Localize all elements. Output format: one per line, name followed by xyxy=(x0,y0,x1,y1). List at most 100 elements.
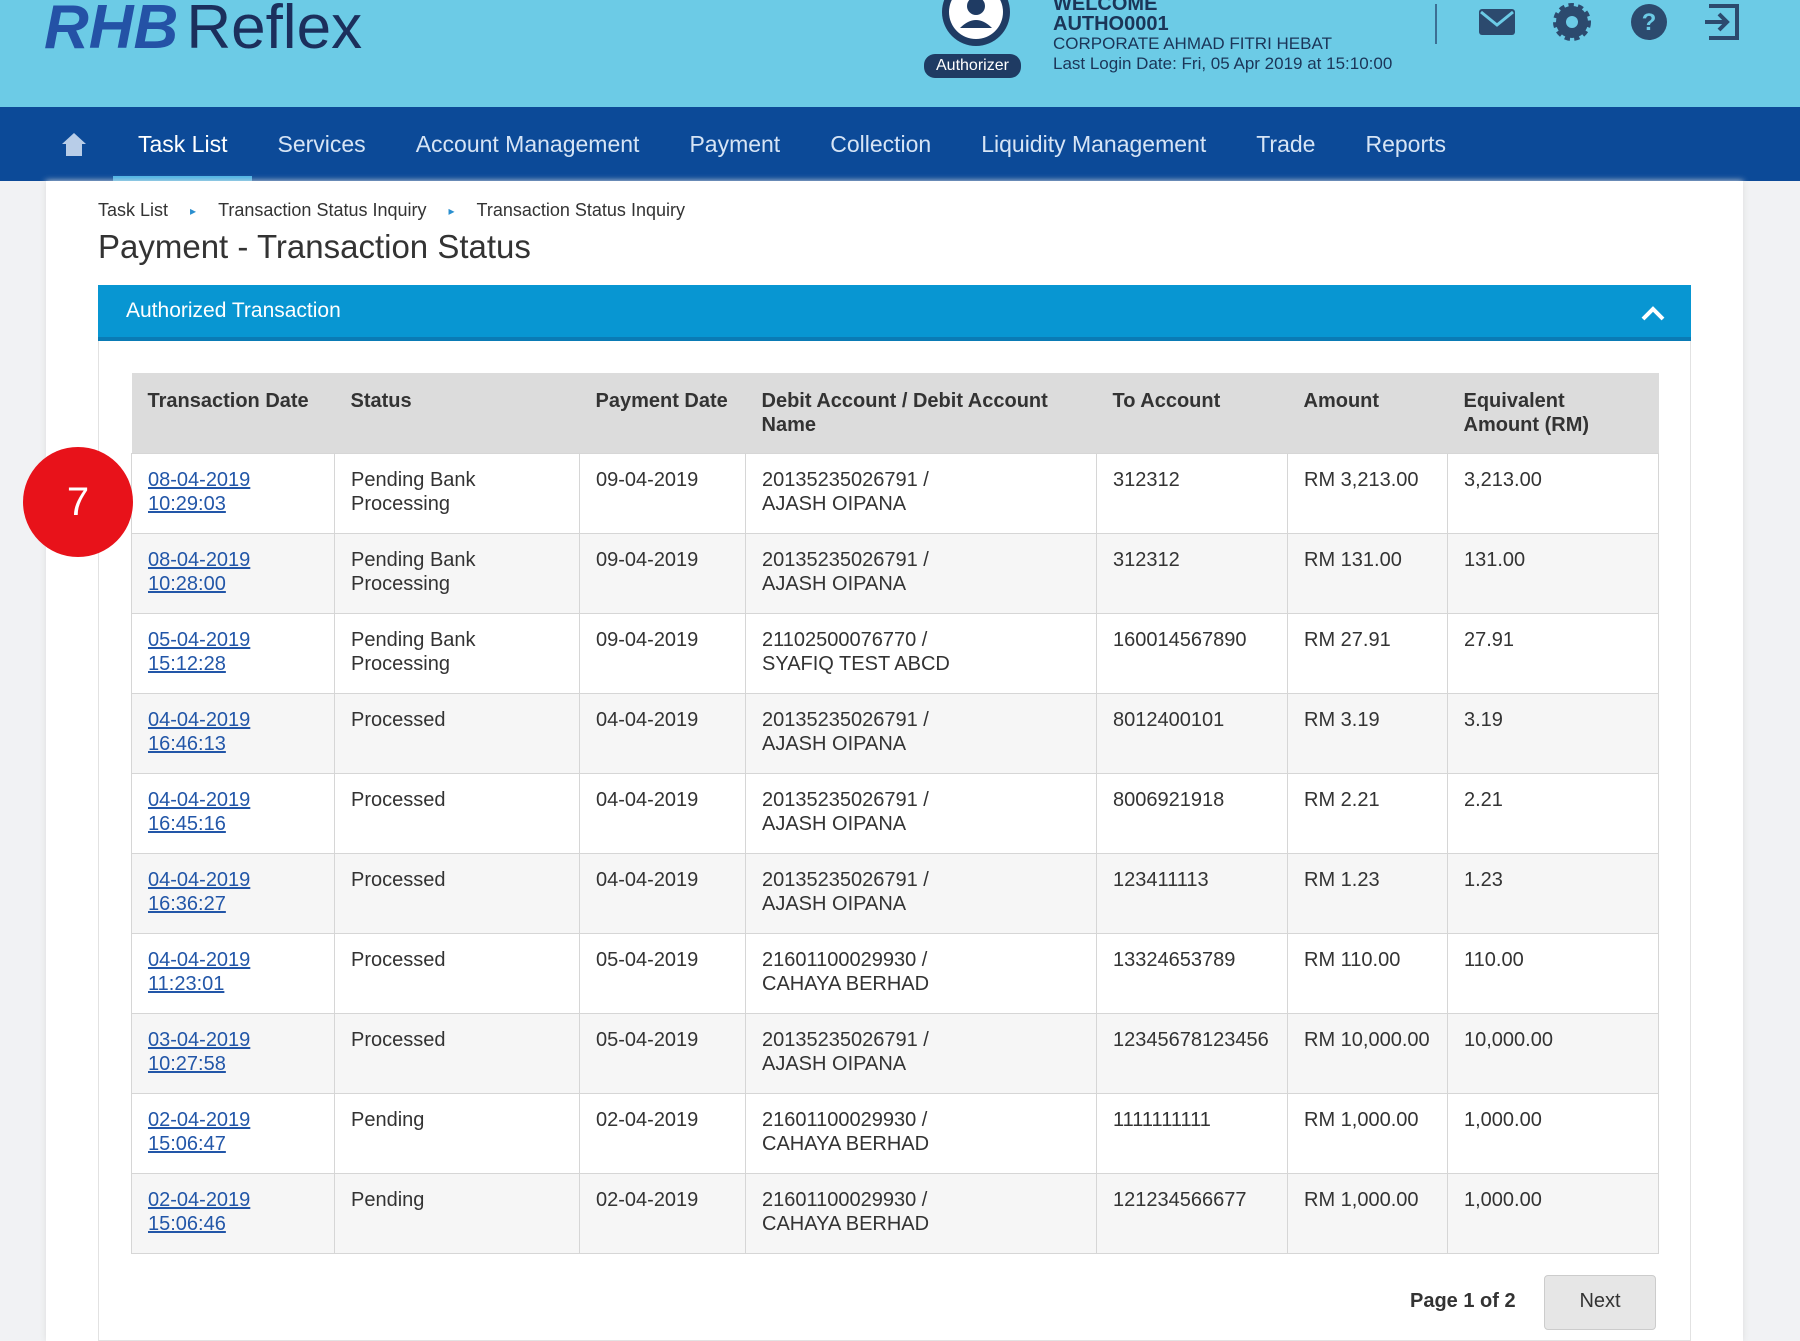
cell-line: AJASH OIPANA xyxy=(762,573,907,595)
header: RHB Reflex Authorizer WELCOME AUTHO0001 C… xyxy=(0,0,1800,107)
cell-line: 04-04-2019 xyxy=(148,869,251,891)
column-header: Equivalent Amount (RM) xyxy=(1447,373,1659,454)
table-cell: 08-04-2019 10:29:03 xyxy=(131,453,335,534)
cell-text: 12345678123456 xyxy=(1113,1029,1269,1051)
table-cell: 20135235026791 /AJASH OIPANA xyxy=(745,453,1097,534)
cell-text: 09-04-2019 xyxy=(596,469,699,491)
table-cell: Pending Bank Processing xyxy=(334,453,580,534)
table-cell: 05-04-2019 xyxy=(579,933,746,1014)
table-cell: Pending Bank Processing xyxy=(334,533,580,614)
table-cell: RM 10,000.00 xyxy=(1287,1013,1448,1094)
table-cell: 02-04-2019 15:06:46 xyxy=(131,1173,335,1254)
help-icon[interactable]: ? xyxy=(1631,4,1667,40)
table-row: 08-04-2019 10:28:00 Pending Bank Processing… xyxy=(131,533,1659,614)
cell-text: 04-04-2019 xyxy=(596,789,699,811)
nav-item[interactable]: Payment xyxy=(689,131,781,157)
transaction-link[interactable]: 04-04-2019 16:45:16 xyxy=(148,789,250,835)
transaction-link[interactable]: 08-04-2019 10:29:03 xyxy=(148,469,250,515)
cell-text: 27.91 xyxy=(1464,629,1515,651)
cell-text: Pending xyxy=(351,1189,425,1211)
panel-title: Authorized Transaction xyxy=(126,299,341,322)
nav-item[interactable]: Trade xyxy=(1256,131,1316,157)
nav-item[interactable]: Liquidity Management xyxy=(981,131,1207,157)
table-cell: 121234566677 xyxy=(1096,1173,1288,1254)
cell-text: 3.19 xyxy=(1464,709,1503,731)
table-cell: 123411113 xyxy=(1096,853,1288,934)
cell-text: RM 1,000.00 xyxy=(1304,1189,1419,1211)
table-cell: Pending xyxy=(334,1093,580,1174)
home-icon[interactable] xyxy=(60,131,88,157)
table-cell: 20135235026791 /AJASH OIPANA xyxy=(745,853,1097,934)
cell-line: 04-04-2019 xyxy=(148,789,251,811)
table-cell: 20135235026791 /AJASH OIPANA xyxy=(745,773,1097,854)
next-button[interactable]: Next xyxy=(1544,1275,1656,1330)
table-cell: 27.91 xyxy=(1447,613,1659,694)
cell-line: 04-04-2019 xyxy=(148,709,251,731)
table-cell: 02-04-2019 xyxy=(579,1093,746,1174)
cell-line: 08-04-2019 xyxy=(148,549,251,571)
cell-line: 21102500076770 / xyxy=(762,629,928,651)
nav-item[interactable]: Collection xyxy=(830,131,932,157)
breadcrumb: Task List ▸ Transaction Status Inquiry ▸ Tra… xyxy=(98,200,685,222)
table-cell: RM 1,000.00 xyxy=(1287,1173,1448,1254)
cell-line: 02-04-2019 xyxy=(148,1109,251,1131)
cell-text: 13324653789 xyxy=(1113,949,1236,971)
collapse-icon[interactable] xyxy=(1641,305,1665,321)
breadcrumb-separator: ▸ xyxy=(448,204,455,218)
cell-text: Processed xyxy=(351,949,446,971)
transaction-link[interactable]: 03-04-2019 10:27:58 xyxy=(148,1029,250,1075)
table-cell: 04-04-2019 xyxy=(579,773,746,854)
transaction-link[interactable]: 05-04-2019 15:12:28 xyxy=(148,629,250,675)
transaction-link[interactable]: 04-04-2019 16:46:13 xyxy=(148,709,250,755)
cell-line: 08-04-2019 xyxy=(148,469,251,491)
table-cell: 3.19 xyxy=(1447,693,1659,774)
transaction-link[interactable]: 04-04-2019 11:23:01 xyxy=(148,949,250,995)
user-id: AUTHO0001 xyxy=(1053,13,1169,35)
table-cell: Pending Bank Processing xyxy=(334,613,580,694)
cell-text: Processed xyxy=(351,1029,446,1051)
logout-icon[interactable] xyxy=(1705,4,1739,40)
breadcrumb-item[interactable]: Transaction Status Inquiry xyxy=(476,200,685,220)
transaction-link[interactable]: 02-04-2019 15:06:46 xyxy=(148,1189,250,1235)
transaction-link[interactable]: 02-04-2019 15:06:47 xyxy=(148,1109,250,1155)
table-cell: 21102500076770 /SYAFIQ TEST ABCD xyxy=(745,613,1097,694)
settings-icon[interactable] xyxy=(1553,3,1591,41)
cell-line: AJASH OIPANA xyxy=(762,893,907,915)
mail-icon[interactable] xyxy=(1479,9,1515,35)
cell-text: Pending xyxy=(351,1109,425,1131)
cell-line: 11:23:01 xyxy=(148,973,225,995)
table-cell: Processed xyxy=(334,933,580,1014)
logo[interactable]: RHB Reflex xyxy=(44,0,362,63)
cell-line: 15:12:28 xyxy=(148,653,226,675)
cell-line: 21601100029930 / xyxy=(762,949,928,971)
panel-header[interactable]: Authorized Transaction xyxy=(98,285,1691,341)
nav-item[interactable]: Account Management xyxy=(415,131,640,157)
transaction-link[interactable]: 04-04-2019 16:36:27 xyxy=(148,869,250,915)
welcome-block: WELCOME AUTHO0001 CORPORATE AHMAD FITRI … xyxy=(1053,0,1392,74)
cell-text: 160014567890 xyxy=(1113,629,1247,651)
breadcrumb-item[interactable]: Task List xyxy=(98,200,169,220)
nav-item[interactable]: Reports xyxy=(1365,131,1447,157)
nav-bar: Task List Services Account Management Payme… xyxy=(0,107,1800,181)
breadcrumb-item[interactable]: Transaction Status Inquiry xyxy=(218,200,427,220)
table-cell: 160014567890 xyxy=(1096,613,1288,694)
table-row: 02-04-2019 15:06:47 Pending 02-04-2019 21601… xyxy=(131,1093,1659,1174)
table-row: 02-04-2019 15:06:46 Pending 02-04-2019 21601… xyxy=(131,1173,1659,1254)
column-header: Amount xyxy=(1287,373,1448,454)
table-cell: 04-04-2019 xyxy=(579,693,746,774)
table-cell: 8006921918 xyxy=(1096,773,1288,854)
cell-line: 20135235026791 / xyxy=(762,869,929,891)
table-cell: Processed xyxy=(334,693,580,774)
transaction-link[interactable]: 08-04-2019 10:28:00 xyxy=(148,549,250,595)
column-header: Debit Account / Debit Account Name xyxy=(745,373,1097,454)
table-cell: Processed xyxy=(334,773,580,854)
header-icons: ? xyxy=(1435,3,1739,44)
cell-line: 10:28:00 xyxy=(148,573,226,595)
column-header: To Account xyxy=(1096,373,1288,454)
nav-item[interactable]: Services xyxy=(277,131,366,157)
nav-item[interactable]: Task List xyxy=(113,107,253,181)
header-row: Transaction Date Status Payment Date Debit … xyxy=(131,373,1659,454)
page-label: Page 1 of 2 xyxy=(1410,1290,1516,1312)
table-cell: 05-04-2019 xyxy=(579,1013,746,1094)
table-cell: RM 110.00 xyxy=(1287,933,1448,1014)
